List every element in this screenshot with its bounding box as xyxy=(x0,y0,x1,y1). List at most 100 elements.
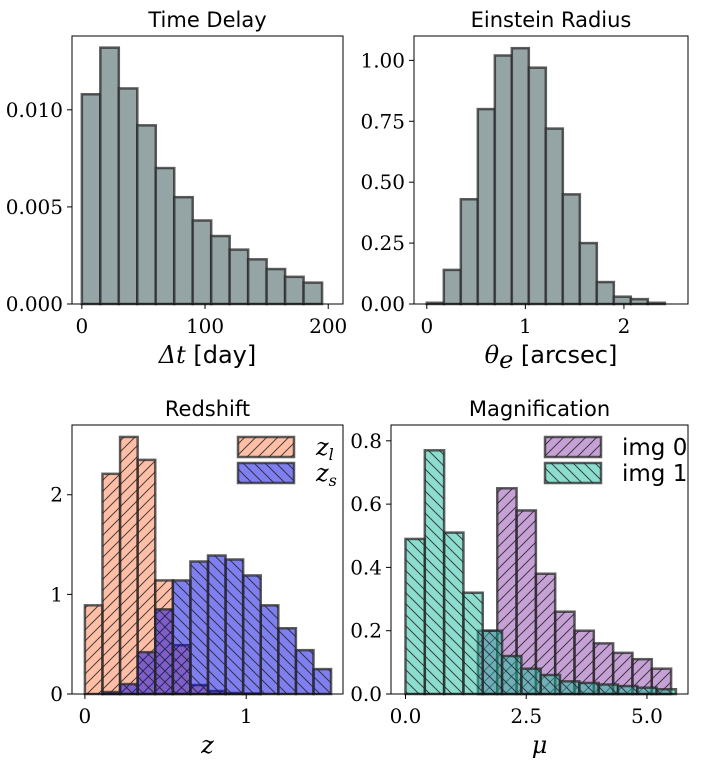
bar xyxy=(81,94,101,305)
bar xyxy=(545,128,563,304)
bar-hatch xyxy=(516,510,536,694)
panel-1: Time Delay 0 100 200 0.000 0.005 0.010 Δt [day] xyxy=(6,8,348,369)
axes-frame xyxy=(71,35,344,305)
bar xyxy=(211,236,230,304)
x-label-symbol: Δt xyxy=(158,341,186,369)
x-label-symbol: z xyxy=(200,731,214,759)
bar-hatch xyxy=(295,650,314,694)
y-tick-label: 0 xyxy=(50,682,63,706)
bar xyxy=(100,47,119,305)
x-axis-label: θe [arcsec] xyxy=(485,341,618,374)
y-tick-label: 0.0 xyxy=(350,682,382,706)
y-tick-label: 0.75 xyxy=(360,109,405,133)
x-tick-label: 0 xyxy=(420,314,433,338)
axes-frame xyxy=(390,424,689,695)
legend-label: img 0 xyxy=(622,435,687,461)
x-label-unit: [day] xyxy=(186,341,257,369)
x-tick-label: 2 xyxy=(618,314,631,338)
bar-hatch xyxy=(560,681,580,694)
bar xyxy=(266,269,286,304)
bar-hatch xyxy=(444,532,464,694)
legend-swatch-edge xyxy=(236,435,296,459)
bar-hatch xyxy=(137,652,156,694)
bar-hatch xyxy=(120,436,138,694)
x-tick-label: 1 xyxy=(240,704,253,728)
legend-label-symbol: z xyxy=(315,433,329,461)
legend-label: zl xyxy=(315,433,334,464)
bar-hatch xyxy=(593,643,614,694)
bar-hatch xyxy=(617,686,638,694)
y-tick-label: 0.50 xyxy=(360,170,405,194)
y-tick-label: 0.00 xyxy=(360,292,405,316)
bar-hatch xyxy=(555,611,575,694)
bar-hatch xyxy=(84,605,103,694)
bar xyxy=(155,168,175,304)
y-tick-label: 0.005 xyxy=(6,195,63,219)
panel-4: Magnification 0.0 2.5 5.0 0.0 0.2 0.4 0.6 0.8 μ im… xyxy=(350,397,689,759)
bar xyxy=(579,243,597,304)
chart-title: Redshift xyxy=(165,397,250,421)
bar-hatch xyxy=(243,575,261,694)
x-tick-label: 100 xyxy=(186,314,224,338)
bar xyxy=(562,194,580,304)
bar-hatch xyxy=(637,687,657,694)
bar-hatch xyxy=(424,450,445,694)
bar-hatch xyxy=(172,580,191,694)
legend-swatch-edge xyxy=(236,461,296,485)
legend-label-subscript: s xyxy=(329,471,337,490)
y-tick-label: 0.000 xyxy=(6,292,63,316)
series-2 xyxy=(101,554,333,696)
legend-label: zs xyxy=(315,459,337,490)
bar-hatch xyxy=(260,605,279,694)
y-tick-label: 0.010 xyxy=(6,98,63,122)
chart-title: Time Delay xyxy=(147,8,266,32)
bar-hatch xyxy=(463,592,483,694)
bar-hatch xyxy=(482,630,503,694)
axes-frame xyxy=(413,35,689,305)
legend-swatch-edge xyxy=(543,435,603,459)
x-tick-label: 5.0 xyxy=(631,704,663,728)
bar-hatch xyxy=(120,684,138,694)
y-tick-label: 0.8 xyxy=(350,429,382,453)
y-tick-label: 1.00 xyxy=(360,48,405,72)
bar xyxy=(248,259,267,304)
bar-hatch xyxy=(598,684,618,694)
bar xyxy=(443,269,461,304)
bar-hatch xyxy=(313,669,332,694)
bar xyxy=(460,199,478,304)
y-tick-label: 0.2 xyxy=(350,619,382,643)
x-tick-label: 1 xyxy=(519,314,532,338)
legend-label: img 1 xyxy=(622,461,687,487)
bar-hatch xyxy=(540,675,561,694)
legend-swatch-hatch xyxy=(238,463,294,483)
series-1 xyxy=(425,46,667,306)
bar-hatch xyxy=(207,555,226,694)
x-axis-label: z xyxy=(200,731,214,759)
series-1 xyxy=(80,46,324,306)
bar xyxy=(477,109,495,304)
x-label-subscript: e xyxy=(499,346,513,374)
bar-hatch xyxy=(502,656,522,694)
bar xyxy=(303,282,323,304)
x-tick-label: 0.0 xyxy=(390,704,422,728)
x-axis-label: Δt [day] xyxy=(158,341,256,369)
bar-hatch xyxy=(579,682,599,694)
bar-hatch xyxy=(656,689,676,694)
bar-hatch xyxy=(405,538,425,694)
y-tick-label: 0.4 xyxy=(350,555,382,579)
bar-hatch xyxy=(190,561,208,694)
bar xyxy=(596,282,614,304)
x-tick-label: 200 xyxy=(309,314,347,338)
bar xyxy=(174,197,193,304)
bar-hatch xyxy=(225,559,244,694)
bar-hatch xyxy=(574,630,594,694)
legend-swatch-edge xyxy=(543,461,603,485)
legend-label-symbol: z xyxy=(315,459,329,487)
bar-hatch xyxy=(102,473,121,694)
x-tick-label: 0 xyxy=(79,704,92,728)
x-tick-label: 2.5 xyxy=(510,704,542,728)
